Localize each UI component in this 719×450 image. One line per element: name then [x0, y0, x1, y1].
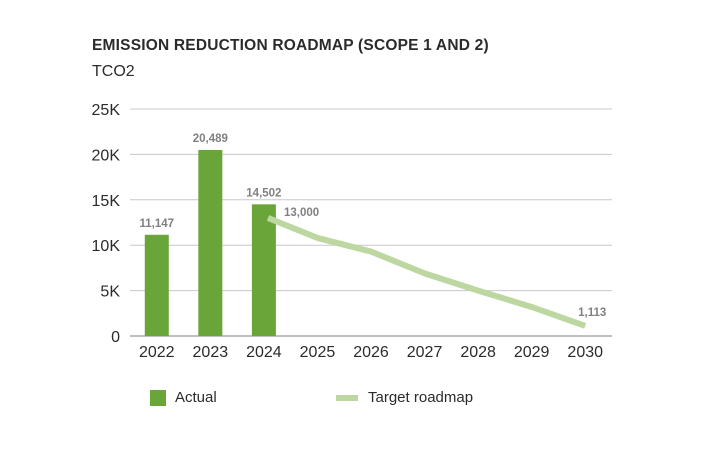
- unit-label: TCO2: [92, 63, 135, 80]
- bar-data-label: 11,147: [140, 218, 175, 230]
- x-tick-label: 2023: [193, 344, 229, 361]
- target-roadmap-line: [266, 215, 587, 329]
- line-data-label: 13,000: [284, 207, 319, 219]
- y-tick-label: 0: [111, 329, 120, 346]
- x-tick-label: 2022: [139, 344, 175, 361]
- x-tick-label: 2024: [246, 344, 282, 361]
- line-data-label: 1,113: [578, 307, 606, 319]
- legend-actual: Actual: [150, 389, 217, 406]
- x-tick-label: 2030: [567, 344, 603, 361]
- x-tick-label: 2028: [460, 344, 496, 361]
- y-tick-label: 20K: [92, 147, 121, 164]
- legend-actual-label: Actual: [175, 389, 217, 406]
- chart-title: EMISSION REDUCTION ROADMAP (SCOPE 1 AND …: [92, 37, 489, 54]
- legend-target-label: Target roadmap: [368, 389, 474, 406]
- x-tick-label: 2026: [353, 344, 389, 361]
- legend-actual-swatch: [150, 389, 166, 406]
- bar-data-label: 14,502: [246, 187, 281, 199]
- legend-target-swatch: [336, 394, 358, 401]
- y-tick-label: 5K: [100, 284, 120, 301]
- y-tick-label: 10K: [92, 238, 121, 255]
- bar-actual: [144, 234, 169, 336]
- bar-actual: [251, 204, 276, 336]
- x-tick-label: 2029: [514, 344, 550, 361]
- x-tick-label: 2027: [407, 344, 443, 361]
- y-tick-label: 25K: [92, 102, 121, 119]
- bar-actual: [198, 149, 223, 336]
- x-tick-label: 2025: [300, 344, 336, 361]
- bar-data-label: 20,489: [193, 133, 228, 145]
- legend-target: Target roadmap: [336, 389, 473, 406]
- y-tick-label: 15K: [92, 193, 121, 210]
